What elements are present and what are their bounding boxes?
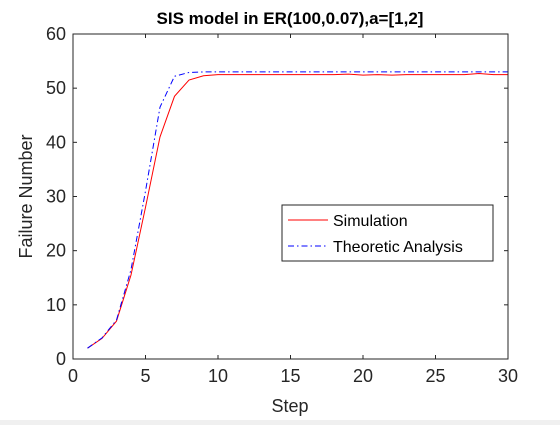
y-tick-label: 40: [46, 132, 66, 152]
x-tick-label: 0: [68, 366, 78, 386]
axis-ticks: 0 5 10 15 20 25 30 0 10 20 30 40 50 60: [46, 24, 518, 386]
x-tick-label: 5: [140, 366, 150, 386]
x-tick-label: 30: [498, 366, 518, 386]
y-tick-label: 10: [46, 295, 66, 315]
x-axis-label: Step: [271, 396, 308, 416]
series-line-simulation: [87, 73, 508, 349]
series-line-theoretic-analysis: [87, 71, 508, 349]
x-tick-label: 15: [280, 366, 300, 386]
legend-box: [281, 204, 494, 262]
y-tick-label: 20: [46, 241, 66, 261]
legend: Simulation Theoretic Analysis: [281, 204, 494, 262]
y-tick-label: 0: [56, 349, 66, 369]
plot-content: [87, 71, 508, 349]
y-axis-label: Failure Number: [16, 134, 36, 258]
y-tick-label: 60: [46, 24, 66, 44]
axes-box: [72, 33, 509, 360]
x-tick-label: 25: [425, 366, 445, 386]
x-tick-label: 10: [208, 366, 228, 386]
legend-label-simulation: Simulation: [333, 213, 408, 230]
y-tick-label: 50: [46, 78, 66, 98]
y-tick-label: 30: [46, 187, 66, 207]
x-tick-label: 20: [353, 366, 373, 386]
legend-label-theoretic: Theoretic Analysis: [333, 239, 463, 256]
chart-title: SIS model in ER(100,0.07),a=[1,2]: [157, 9, 424, 28]
